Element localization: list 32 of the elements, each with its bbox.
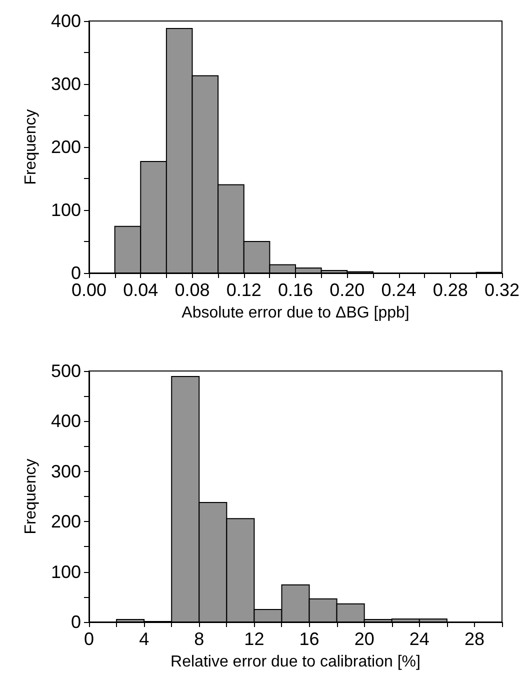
y-tick-label: 300 [50, 74, 81, 94]
x-tick-label: 0.24 [381, 280, 416, 300]
x-tick-label: 16 [299, 629, 320, 649]
y-tick-label: 200 [50, 512, 81, 532]
y-tick-label: 400 [50, 11, 81, 31]
y-tick-label: 300 [50, 461, 81, 482]
x-tick-label: 0.20 [330, 280, 365, 300]
x-axis-title: Relative error due to calibration [%] [170, 654, 420, 670]
y-tick-label: 100 [50, 562, 81, 582]
y-tick-label: 200 [50, 137, 81, 157]
y-axis-title: Frequency [22, 109, 40, 185]
x-tick-label: 0.16 [278, 280, 314, 300]
x-axis-title: Absolute error due to ΔBG [ppb] [182, 304, 410, 322]
y-tick-label: 0 [70, 263, 81, 283]
y-tick-label: 400 [50, 411, 81, 432]
x-tick-label: 20 [354, 629, 374, 649]
y-tick-label: 100 [50, 200, 81, 220]
x-tick-label: 0.04 [123, 280, 158, 300]
x-tick-label: 12 [244, 629, 264, 649]
y-tick-label: 0 [70, 612, 81, 632]
x-tick-label: 0.08 [174, 280, 210, 300]
x-tick-label: 24 [409, 629, 430, 649]
x-tick-label: 0.00 [71, 280, 107, 300]
x-tick-label: 0 [84, 629, 94, 649]
y-tick-label: 500 [50, 361, 81, 381]
x-tick-label: 4 [139, 629, 150, 649]
x-tick-label: 0.32 [484, 280, 520, 300]
x-tick-label: 8 [194, 629, 204, 649]
y-axis-title: Frequency [22, 458, 40, 534]
x-tick-label: 0.12 [226, 280, 262, 300]
x-tick-label: 28 [464, 629, 484, 649]
x-tick-label: 0.28 [432, 280, 468, 300]
